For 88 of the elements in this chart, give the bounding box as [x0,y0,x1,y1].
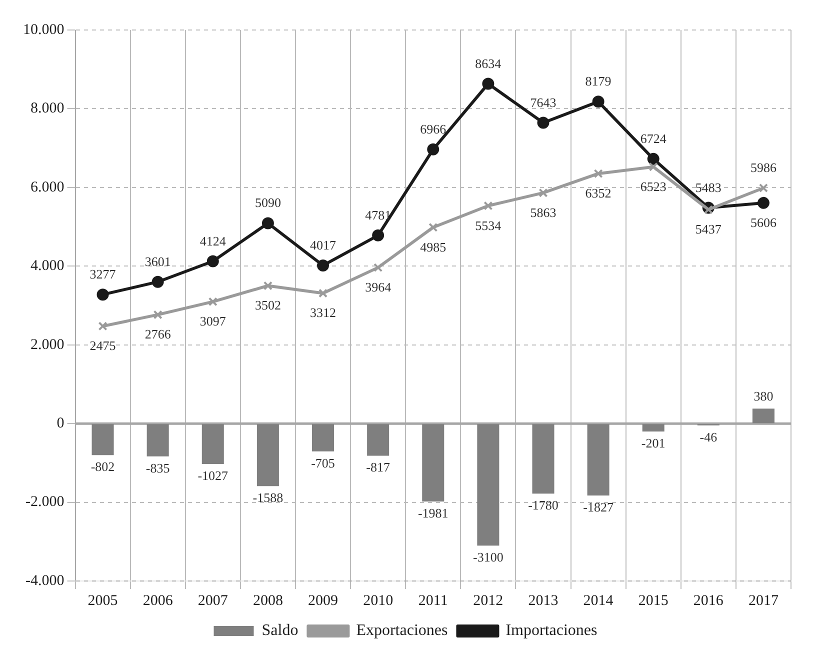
point [758,183,768,193]
y-tick-label: 6.000 [30,179,64,196]
y-tick-label: 10.000 [23,22,64,38]
point [592,96,604,108]
data-label: 5863 [530,204,556,220]
point [262,217,274,230]
point [96,288,109,301]
y-tick-label: -4.000 [26,572,64,589]
data-label: -46 [700,429,718,444]
x-tick-label: 2006 [142,592,174,609]
data-label: 8634 [475,56,502,71]
data-label: 3277 [90,266,116,282]
data-label: 4017 [310,237,337,252]
data-label: 5437 [695,222,722,237]
point [206,255,219,268]
data-label: 5606 [750,214,777,230]
data-label: 3502 [254,298,281,313]
x-tick-label: 2009 [308,592,338,609]
point [98,322,108,331]
data-label: -3100 [473,550,504,565]
data-label: 6352 [585,186,612,201]
x-tick-label: 2010 [363,592,394,609]
data-label: 2766 [144,326,172,342]
data-label: -1981 [418,506,448,521]
data-label: 6523 [640,178,666,194]
point [538,188,548,198]
legend-label: Exportaciones [356,622,448,640]
data-label: 5986 [750,160,777,175]
x-tick-label: 2007 [198,592,228,609]
x-tick-label: 2008 [252,592,283,609]
data-label: 4124 [200,233,226,248]
point [537,116,550,129]
point [208,297,218,306]
data-label: -1827 [583,499,614,514]
x-tick-label: 2017 [748,592,779,609]
data-label: -1588 [252,490,284,506]
x-tick-label: 2012 [473,592,504,609]
x-tick-label: 2016 [693,592,724,609]
data-label: 6724 [640,130,667,146]
data-label: 3312 [310,305,336,320]
point [374,263,383,272]
point [372,229,384,242]
data-label: -201 [641,435,666,450]
data-label: 380 [754,388,774,404]
point [704,205,713,214]
legend-label: Importaciones [506,622,598,640]
x-tick-label: 2014 [583,592,614,609]
point [482,78,494,90]
x-tick-label: 2005 [88,592,118,609]
data-label: -817 [366,460,390,475]
data-label: 4781 [365,207,392,222]
point [594,169,603,178]
data-label: 3097 [200,314,226,329]
point [428,222,438,232]
point [427,143,440,156]
point [648,162,658,172]
data-label: -835 [146,460,170,476]
point [317,259,330,272]
data-label: 5090 [254,195,281,210]
data-label: -802 [90,459,115,474]
data-label: -1780 [528,498,558,513]
y-tick-label: -2.000 [26,494,64,510]
point [263,281,272,290]
x-tick-label: 2013 [528,592,558,609]
y-tick-label: 2.000 [30,336,64,353]
data-label: 3601 [144,254,171,269]
y-tick-label: 4.000 [30,258,64,274]
point [647,152,660,165]
y-tick-label: 0 [56,416,64,432]
legend-label: Saldo [262,622,298,640]
data-label: 5483 [695,180,722,195]
data-label: 6966 [420,121,447,136]
data-label: 7643 [530,94,556,110]
data-label: -705 [311,455,335,470]
point [318,288,328,298]
x-tick-label: 2015 [638,592,668,609]
data-label: -1027 [198,468,229,483]
point [757,196,770,209]
data-label: 3964 [365,280,392,295]
data-label: 2475 [90,338,116,354]
x-tick-label: 2011 [418,592,448,609]
point [153,310,162,320]
y-tick-label: 8.000 [30,100,64,117]
data-label: 5534 [475,218,502,233]
data-label: 4985 [420,239,446,254]
data-label: 8179 [585,74,612,89]
point [152,276,164,288]
point [484,201,493,210]
